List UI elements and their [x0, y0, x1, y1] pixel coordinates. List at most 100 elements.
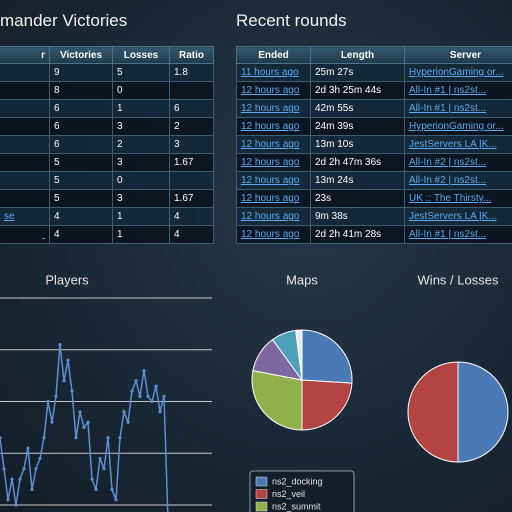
- point: [58, 342, 62, 347]
- ended-cell: 11 hours ago: [236, 63, 311, 82]
- victories-table: r Victories Losses Ratio 9 5 1.8 8 0 6 1 6 6 3 2 6 2 3 5 3 1…: [0, 46, 214, 244]
- chart-title: Maps: [286, 272, 318, 287]
- round-link[interactable]: 11 hours ago: [241, 67, 299, 78]
- victories-cell: 6: [49, 99, 113, 118]
- table-row: 12 hours ago 42m 55s All-In #1 | ns2st...: [236, 99, 512, 118]
- point: [66, 358, 70, 362]
- commander-cell: [0, 189, 50, 208]
- losses-cell: 5: [112, 63, 170, 82]
- point: [118, 436, 122, 440]
- column-header: Victories: [49, 46, 113, 64]
- server-link[interactable]: All-In #1 | ns2st...: [409, 103, 487, 114]
- point: [86, 420, 90, 424]
- server-cell: JestServers LA |K...: [404, 207, 512, 226]
- header-row: Ended Length Server: [236, 46, 512, 64]
- commander-cell: [0, 63, 50, 82]
- header-row: r Victories Losses Ratio: [0, 46, 214, 64]
- server-cell: JestServers LA |K...: [404, 135, 512, 154]
- server-cell: All-In #2 | ns2st...: [404, 153, 512, 172]
- commander-link[interactable]: se: [4, 211, 15, 222]
- round-link[interactable]: 12 hours ago: [241, 85, 300, 96]
- point: [138, 394, 142, 398]
- round-link[interactable]: 12 hours ago: [241, 229, 300, 240]
- victories-cell: 4: [49, 225, 113, 244]
- ratio-cell: 3: [169, 135, 214, 154]
- point: [18, 477, 22, 481]
- round-link[interactable]: 12 hours ago: [241, 175, 300, 186]
- point: [126, 420, 130, 424]
- point: [74, 436, 78, 440]
- point: [78, 410, 82, 414]
- point: [150, 399, 154, 404]
- table-row: 12 hours ago 2d 2h 47m 36s All-In #2 | ns2…: [236, 153, 512, 172]
- pie-slice: [407, 361, 459, 463]
- table-row: 12 hours ago 9m 38s JestServers LA |K...: [236, 207, 512, 226]
- ratio-cell: 4: [169, 225, 214, 244]
- server-link[interactable]: All-In #2 | ns2st...: [409, 175, 487, 186]
- point: [114, 498, 118, 502]
- point: [26, 446, 30, 450]
- point: [90, 477, 94, 481]
- server-link[interactable]: HyperionGaming or...: [409, 67, 504, 78]
- point: [130, 389, 134, 393]
- server-link[interactable]: JestServers LA |K...: [409, 211, 497, 222]
- pie-slice: [301, 379, 353, 431]
- point: [98, 456, 102, 461]
- server-cell: HyperionGaming or...: [404, 117, 512, 136]
- round-link[interactable]: 12 hours ago: [241, 121, 300, 132]
- victories-cell: 5: [49, 189, 113, 208]
- server-link[interactable]: All-In #1 | ns2st...: [409, 229, 487, 240]
- pie-slice: [295, 329, 303, 381]
- legend-swatch: [255, 476, 268, 487]
- server-link[interactable]: UK :: The Thirsty...: [409, 193, 492, 204]
- point: [62, 379, 66, 383]
- point: [10, 477, 14, 481]
- round-link[interactable]: 12 hours ago: [241, 193, 300, 204]
- pie-slice: [457, 361, 509, 463]
- length-cell: 13m 10s: [310, 135, 405, 154]
- point: [30, 487, 34, 492]
- round-link[interactable]: 12 hours ago: [241, 211, 300, 222]
- losses-cell: 3: [112, 117, 170, 136]
- point: [54, 394, 58, 398]
- ended-cell: 12 hours ago: [236, 225, 311, 244]
- losses-cell: 1: [112, 225, 170, 244]
- round-link[interactable]: 12 hours ago: [241, 103, 300, 114]
- ratio-cell: 6: [169, 99, 214, 118]
- commander-cell: [0, 225, 50, 244]
- losses-cell: 3: [112, 189, 170, 208]
- point: [46, 399, 50, 404]
- point: [142, 368, 146, 373]
- round-link[interactable]: 12 hours ago: [241, 157, 300, 168]
- point: [38, 456, 42, 461]
- point: [154, 384, 158, 388]
- point: [22, 467, 26, 471]
- losses-cell: 0: [112, 81, 170, 100]
- victories-cell: 6: [49, 117, 113, 136]
- table-row: 12 hours ago 13m 10s JestServers LA |K...: [236, 135, 512, 154]
- point: [0, 436, 2, 440]
- chart-title: Wins / Losses: [418, 272, 499, 287]
- point: [70, 389, 74, 393]
- server-link[interactable]: JestServers LA |K...: [409, 139, 497, 150]
- length-cell: 25m 27s: [310, 63, 405, 82]
- legend-swatch: [255, 489, 268, 499]
- point: [162, 394, 166, 398]
- length-cell: 42m 55s: [310, 99, 405, 118]
- legend-label: ns2_summit: [272, 501, 321, 511]
- server-link[interactable]: All-In #1 | ns2st...: [409, 85, 487, 96]
- round-link[interactable]: 12 hours ago: [241, 139, 300, 150]
- table-row: 11 hours ago 25m 27s HyperionGaming or...: [236, 63, 512, 82]
- column-header: Server: [404, 46, 512, 64]
- point: [158, 410, 162, 414]
- server-link[interactable]: All-In #2 | ns2st...: [409, 157, 487, 168]
- ended-cell: 12 hours ago: [236, 171, 311, 190]
- point: [146, 394, 150, 398]
- server-link[interactable]: HyperionGaming or...: [409, 121, 504, 132]
- server-cell: All-In #1 | ns2st...: [404, 81, 512, 100]
- victories-cell: 8: [49, 81, 113, 100]
- point: [106, 436, 110, 440]
